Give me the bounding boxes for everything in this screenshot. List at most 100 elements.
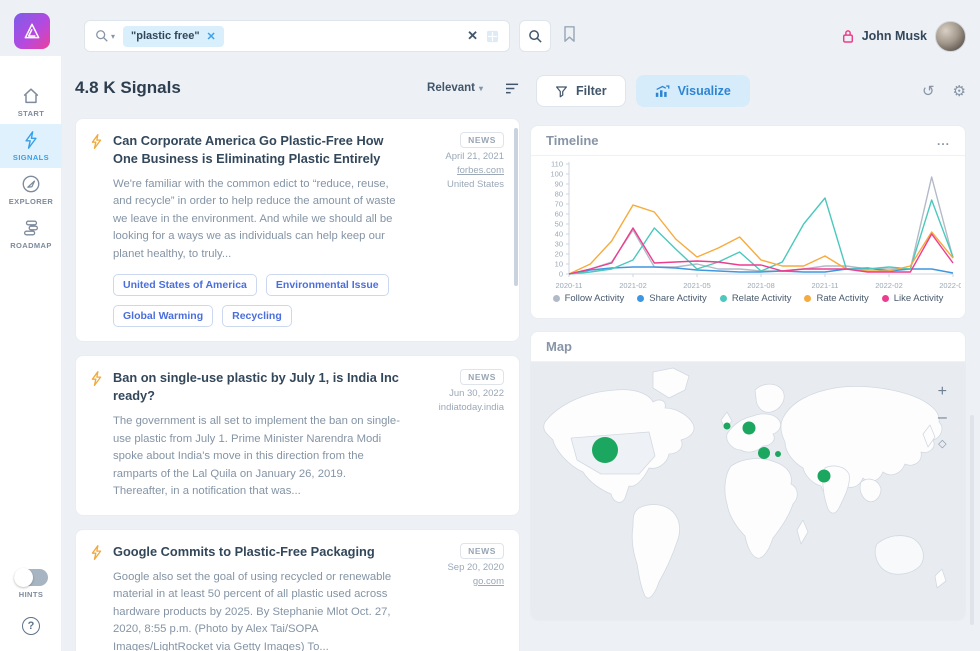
svg-text:60: 60 — [555, 210, 563, 219]
search-input[interactable]: ▾ "plastic free" ✕ ✕ — [84, 20, 510, 52]
tag-pill[interactable]: Global Warming — [113, 305, 214, 328]
zoom-out-button[interactable]: – — [937, 409, 947, 426]
sidebar-item-roadmap[interactable]: ROADMAP — [0, 212, 62, 256]
avatar[interactable] — [935, 20, 966, 52]
locate-button[interactable]: ◇ — [938, 438, 947, 450]
map-marker[interactable] — [742, 421, 756, 435]
hints-toggle[interactable] — [14, 568, 48, 587]
logo-triangle-icon — [24, 23, 40, 39]
home-icon — [23, 88, 39, 104]
world-map[interactable]: + – ◇ — [531, 362, 965, 620]
list-header: 4.8 K Signals Relevant ▾ — [75, 78, 520, 98]
timeline-title: Timeline — [546, 133, 599, 148]
svg-text:110: 110 — [551, 160, 563, 169]
explorer-icon — [22, 175, 40, 193]
continents — [543, 367, 947, 599]
lock-icon — [842, 30, 853, 43]
search-icon[interactable]: ▾ — [95, 29, 115, 43]
signal-card[interactable]: Google Commits to Plastic-Free Packaging… — [75, 528, 520, 651]
svg-text:2021-05: 2021-05 — [683, 281, 711, 290]
tag-pill[interactable]: Recycling — [222, 305, 292, 328]
map-marker[interactable] — [775, 451, 781, 457]
clear-search-icon[interactable]: ✕ — [467, 28, 478, 43]
signal-source[interactable]: forbes.com — [457, 165, 504, 176]
map-marker[interactable] — [723, 422, 731, 430]
svg-text:70: 70 — [555, 200, 563, 209]
signal-meta: NEWS Sep 20, 2020 go.com — [412, 542, 504, 651]
map-panel: Map — [530, 331, 966, 621]
legend-dot — [804, 295, 812, 302]
sidebar-item-label: ROADMAP — [10, 241, 52, 250]
undo-icon[interactable]: ↺ — [921, 83, 935, 100]
signal-title[interactable]: Ban on single-use plastic by July 1, is … — [113, 370, 399, 404]
actions-bar: Filter Visualize ↺ ⚙ — [536, 75, 966, 107]
svg-text:80: 80 — [555, 190, 563, 199]
signal-date: Jun 30, 2022 — [449, 388, 504, 400]
visualize-button[interactable]: Visualize — [635, 75, 750, 107]
signal-title[interactable]: Google Commits to Plastic-Free Packaging — [113, 543, 375, 559]
visualize-column: Filter Visualize ↺ ⚙ Timeline — [530, 56, 966, 651]
sort-icon[interactable] — [505, 82, 520, 95]
signals-list-column: 4.8 K Signals Relevant ▾ Can Corporate A… — [75, 56, 520, 651]
timeline-header: Timeline ... — [531, 126, 965, 156]
signal-snippet: We're familiar with the common edict to … — [113, 177, 396, 260]
svg-text:2021-02: 2021-02 — [619, 281, 647, 290]
signal-bolt-icon — [91, 544, 102, 560]
signal-snippet: Google also set the goal of using recycl… — [113, 570, 392, 651]
sidebar-item-signals[interactable]: SIGNALS — [0, 124, 62, 168]
help-button[interactable]: ? — [22, 617, 40, 635]
signal-title[interactable]: Can Corporate America Go Plastic-Free Ho… — [113, 133, 384, 166]
map-marker[interactable] — [592, 437, 618, 463]
sidebar-item-start[interactable]: START — [0, 80, 62, 124]
hints-label: HINTS — [18, 590, 44, 599]
legend-item[interactable]: Rate Activity — [804, 293, 869, 304]
map-header: Map — [531, 332, 965, 362]
relevance-dropdown[interactable]: Relevant ▾ — [427, 82, 483, 94]
svg-text:100: 100 — [550, 170, 563, 179]
series-rate-activity — [568, 204, 954, 275]
grid-icon[interactable] — [486, 30, 499, 43]
svg-text:2021-11: 2021-11 — [812, 281, 839, 290]
bookmark-icon[interactable] — [562, 25, 577, 43]
app-logo[interactable] — [14, 13, 50, 49]
legend-item[interactable]: Follow Activity — [552, 293, 625, 304]
list-scrollbar[interactable] — [514, 128, 518, 286]
map-controls: + – ◇ — [938, 384, 947, 452]
sidebar-item-explorer[interactable]: EXPLORER — [0, 168, 62, 212]
signal-card[interactable]: Can Corporate America Go Plastic-Free Ho… — [75, 118, 520, 343]
signal-meta: NEWS Jun 30, 2022 indiatoday.india — [412, 369, 504, 500]
svg-text:0: 0 — [559, 270, 563, 279]
legend-item[interactable]: Relate Activity — [719, 293, 792, 304]
legend-label: Follow Activity — [564, 293, 625, 304]
signal-card[interactable]: Ban on single-use plastic by July 1, is … — [75, 355, 520, 516]
legend-label: Relate Activity — [731, 293, 792, 304]
signal-cards: Can Corporate America Go Plastic-Free Ho… — [75, 118, 520, 651]
tag-pill[interactable]: Environmental Issue — [265, 274, 389, 297]
legend-label: Share Activity — [649, 293, 707, 304]
map-marker[interactable] — [817, 469, 831, 483]
zoom-in-button[interactable]: + — [937, 383, 947, 400]
page-scrollbar[interactable] — [970, 415, 974, 625]
legend-item[interactable]: Like Activity — [881, 293, 943, 304]
legend-item[interactable]: Share Activity — [637, 293, 707, 304]
search-button[interactable] — [519, 20, 551, 52]
signal-country: United States — [446, 179, 504, 190]
search-term-chip[interactable]: "plastic free" ✕ — [123, 25, 224, 47]
sidebar: START SIGNALS EXPLORER ROADMAP HI — [0, 56, 62, 651]
svg-text:40: 40 — [555, 230, 563, 239]
signal-source[interactable]: go.com — [472, 575, 504, 587]
settings-gear-icon[interactable]: ⚙ — [952, 83, 966, 100]
timeline-panel: Timeline ... 0 10 20 30 40 50 60 70 80 90 100 110 20… — [530, 125, 966, 319]
svg-text:2022-05: 2022-05 — [939, 281, 961, 290]
series-like-activity — [568, 227, 954, 275]
more-options-icon[interactable]: ... — [936, 133, 950, 148]
user-menu[interactable]: John Musk — [842, 20, 966, 52]
signal-tags: United States of America Environmental Is… — [113, 274, 403, 328]
map-marker[interactable] — [758, 447, 770, 459]
tag-pill[interactable]: United States of America — [113, 274, 257, 297]
remove-term-icon[interactable]: ✕ — [206, 30, 216, 43]
filter-button[interactable]: Filter — [536, 75, 626, 107]
source-type-badge: NEWS — [460, 369, 504, 386]
user-name: John Musk — [861, 29, 927, 43]
